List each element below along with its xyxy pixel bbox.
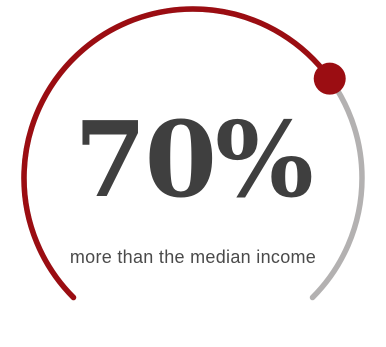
- stat-value: 70%: [74, 98, 314, 221]
- ring-progress-knob: [313, 62, 346, 95]
- stat-description: more than the median income: [69, 247, 317, 267]
- ring-progress: [21, 6, 333, 301]
